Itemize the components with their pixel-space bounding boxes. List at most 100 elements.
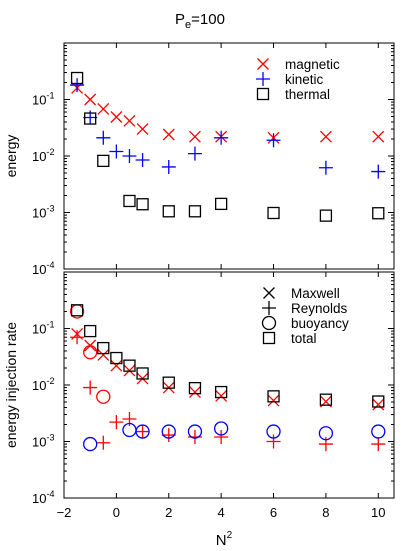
data-point-kinetic xyxy=(266,133,281,148)
legend-label-reynolds: Reynolds xyxy=(291,301,348,316)
data-point-magnetic xyxy=(372,130,385,143)
legend-marker-thermal xyxy=(256,87,270,101)
data-point-magnetic xyxy=(319,130,332,143)
data-point-buoyancy xyxy=(83,345,98,360)
y-tick-label: 10-3 xyxy=(32,433,54,450)
data-point-thermal xyxy=(372,207,385,220)
data-point-thermal xyxy=(162,205,175,218)
legend-label-maxwell: Maxwell xyxy=(291,286,340,301)
data-point-Maxwell xyxy=(267,394,280,407)
data-point-thermal xyxy=(123,194,136,208)
data-point-Reynolds xyxy=(83,380,98,395)
top-axis-ticks: 10-1 10-2 10-3 10-4 xyxy=(32,43,394,277)
data-point-total xyxy=(162,376,175,389)
data-point-buoyancy-blue xyxy=(266,424,281,439)
legend-label-magnetic: magnetic xyxy=(285,57,340,72)
legend-label-kinetic: kinetic xyxy=(285,72,324,87)
x-tick-label: 4 xyxy=(218,505,225,520)
y-tick-label: 10-3 xyxy=(32,204,54,221)
top-ylabel: energy xyxy=(3,135,19,178)
data-point-kinetic xyxy=(109,144,124,159)
y-tick-label: 10-1 xyxy=(32,320,54,337)
y-tick-label: 10-4 xyxy=(32,489,54,506)
legend-label-thermal: thermal xyxy=(285,87,330,102)
x-tick-label: 2 xyxy=(165,505,172,520)
data-point-magnetic xyxy=(123,114,136,127)
data-point-kinetic xyxy=(161,159,176,174)
y-tick-label: 10-1 xyxy=(32,91,54,108)
data-point-kinetic xyxy=(371,164,386,179)
data-point-thermal xyxy=(267,206,280,220)
data-point-magnetic xyxy=(162,128,175,141)
data-point-total xyxy=(214,385,228,399)
data-point-total xyxy=(123,359,136,372)
data-point-magnetic xyxy=(188,130,201,143)
data-point-Reynolds xyxy=(135,424,150,439)
data-point-Reynolds xyxy=(70,330,85,345)
chart-title: Pe=100 xyxy=(175,11,225,31)
data-point-buoyancy-blue xyxy=(135,424,150,439)
legend-marker-reynolds xyxy=(262,301,276,315)
bottom-data-marks xyxy=(69,304,386,452)
bottom-ylabel: energy injection rate xyxy=(3,322,19,448)
data-point-kinetic xyxy=(135,152,150,167)
data-point-Reynolds xyxy=(96,435,111,450)
data-point-total xyxy=(188,381,202,395)
data-point-Reynolds xyxy=(266,434,281,449)
data-point-thermal xyxy=(97,154,110,168)
legend-marker-magnetic xyxy=(257,58,269,70)
data-point-kinetic xyxy=(187,146,202,161)
x-tick-label: 10 xyxy=(371,505,385,520)
x-tick-label: 6 xyxy=(270,505,277,520)
data-point-Maxwell xyxy=(215,389,228,402)
data-point-buoyancy-blue xyxy=(213,421,229,436)
data-point-thermal xyxy=(136,198,149,211)
data-point-Reynolds xyxy=(214,430,229,445)
data-point-thermal xyxy=(214,197,228,211)
data-point-total xyxy=(372,395,385,408)
legend-marker-kinetic xyxy=(256,72,270,86)
data-point-buoyancy-blue xyxy=(318,426,334,441)
data-point-buoyancy-blue xyxy=(371,424,386,439)
data-point-buoyancy xyxy=(96,389,111,404)
data-point-total xyxy=(267,390,280,403)
data-point-thermal xyxy=(70,71,84,85)
x-tick-label: 8 xyxy=(322,505,329,520)
data-point-Reynolds xyxy=(109,415,124,430)
y-tick-label: 10-2 xyxy=(32,147,54,164)
legend-marker-total xyxy=(262,331,276,345)
data-point-kinetic xyxy=(214,130,229,145)
legend-label-total: total xyxy=(291,331,317,346)
data-point-magnetic xyxy=(84,93,97,106)
x-tick-label: −2 xyxy=(57,505,72,520)
bottom-xlabel: N2 xyxy=(216,530,233,549)
data-point-buoyancy-blue xyxy=(83,436,98,452)
data-point-kinetic xyxy=(96,130,111,145)
data-point-total xyxy=(70,304,84,317)
data-point-thermal xyxy=(84,112,97,125)
data-point-Maxwell xyxy=(372,398,385,411)
data-point-thermal xyxy=(188,205,202,218)
x-tick-label: 0 xyxy=(113,505,120,520)
data-point-buoyancy-blue xyxy=(187,424,203,439)
data-point-buoyancy-blue xyxy=(161,424,176,439)
data-point-total xyxy=(110,351,123,365)
data-point-thermal xyxy=(319,209,333,222)
data-point-magnetic xyxy=(97,103,110,115)
legend-marker-maxwell xyxy=(263,287,275,299)
data-point-Reynolds xyxy=(371,437,386,452)
top-data-marks xyxy=(70,71,386,222)
data-point-total xyxy=(97,341,110,355)
y-tick-label: 10-2 xyxy=(32,376,54,393)
data-point-kinetic xyxy=(318,160,333,175)
data-point-Maxwell xyxy=(110,359,123,372)
legend-label-buoyancy: buoyancy xyxy=(291,316,349,331)
bottom-axis-ticks: 10-1 10-2 10-3 10-4−2 0 2 4 6 8 10 xyxy=(32,272,394,520)
data-point-kinetic xyxy=(122,149,137,163)
data-point-Maxwell xyxy=(97,349,110,361)
data-point-total xyxy=(136,367,149,380)
legend-marker-buoyancy xyxy=(261,315,277,331)
